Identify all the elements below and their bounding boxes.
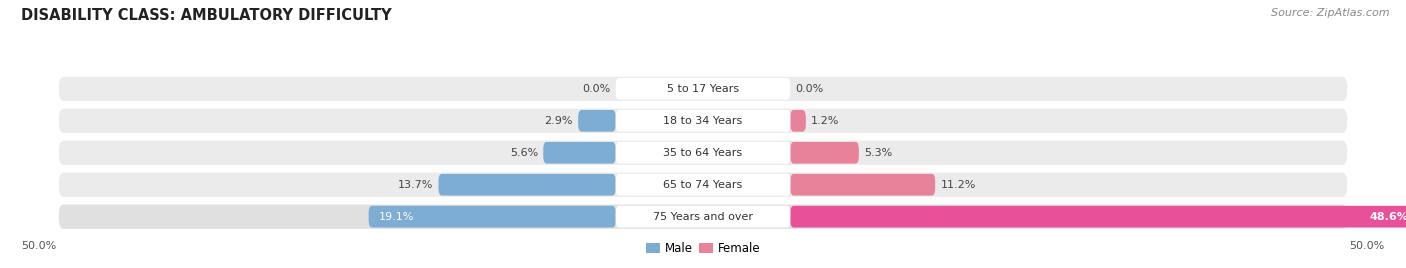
FancyBboxPatch shape — [59, 109, 1347, 133]
FancyBboxPatch shape — [59, 77, 1347, 101]
Text: 65 to 74 Years: 65 to 74 Years — [664, 180, 742, 190]
Text: 11.2%: 11.2% — [941, 180, 976, 190]
Text: 19.1%: 19.1% — [380, 212, 415, 222]
Text: 50.0%: 50.0% — [21, 241, 56, 251]
FancyBboxPatch shape — [439, 174, 616, 196]
Text: 1.2%: 1.2% — [811, 116, 839, 126]
Text: 18 to 34 Years: 18 to 34 Years — [664, 116, 742, 126]
Text: 5.3%: 5.3% — [865, 148, 893, 158]
FancyBboxPatch shape — [59, 141, 1347, 165]
Text: 5.6%: 5.6% — [510, 148, 538, 158]
Legend: Male, Female: Male, Female — [641, 237, 765, 259]
Text: 0.0%: 0.0% — [796, 84, 824, 94]
Text: Source: ZipAtlas.com: Source: ZipAtlas.com — [1271, 8, 1389, 18]
FancyBboxPatch shape — [616, 110, 790, 132]
FancyBboxPatch shape — [543, 142, 616, 164]
Text: DISABILITY CLASS: AMBULATORY DIFFICULTY: DISABILITY CLASS: AMBULATORY DIFFICULTY — [21, 8, 392, 23]
FancyBboxPatch shape — [578, 110, 616, 132]
Text: 0.0%: 0.0% — [582, 84, 610, 94]
Text: 75 Years and over: 75 Years and over — [652, 212, 754, 222]
Text: 50.0%: 50.0% — [1350, 241, 1385, 251]
Text: 13.7%: 13.7% — [398, 180, 433, 190]
FancyBboxPatch shape — [616, 142, 790, 164]
FancyBboxPatch shape — [790, 206, 1406, 228]
FancyBboxPatch shape — [368, 206, 616, 228]
Text: 2.9%: 2.9% — [544, 116, 574, 126]
FancyBboxPatch shape — [616, 174, 790, 196]
FancyBboxPatch shape — [790, 142, 859, 164]
FancyBboxPatch shape — [616, 206, 790, 228]
Text: 5 to 17 Years: 5 to 17 Years — [666, 84, 740, 94]
FancyBboxPatch shape — [790, 174, 935, 196]
Text: 35 to 64 Years: 35 to 64 Years — [664, 148, 742, 158]
Text: 48.6%: 48.6% — [1369, 212, 1406, 222]
FancyBboxPatch shape — [59, 204, 1347, 229]
FancyBboxPatch shape — [790, 110, 806, 132]
FancyBboxPatch shape — [59, 173, 1347, 197]
FancyBboxPatch shape — [616, 78, 790, 100]
